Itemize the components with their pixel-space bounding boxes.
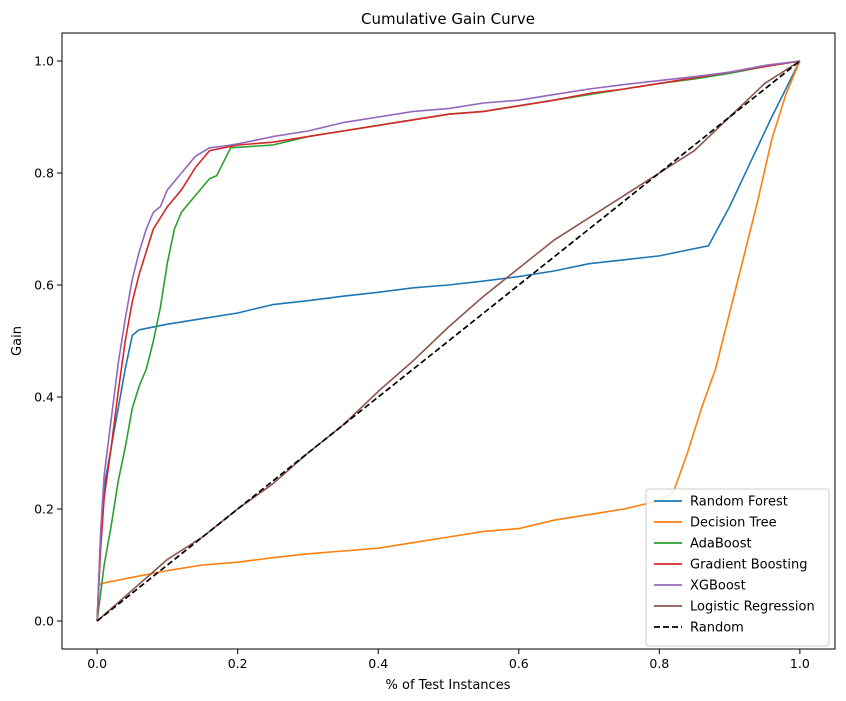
legend-label: Random (690, 621, 744, 636)
x-tick-label: 0.6 (509, 656, 529, 671)
x-tick-label: 0.8 (649, 656, 669, 671)
legend-label: AdaBoost (690, 537, 752, 552)
series-line-0 (96, 60, 801, 622)
x-axis: 0.0 0.2 0.4 0.6 0.8 1.0 (87, 649, 810, 671)
legend-label: XGBoost (690, 579, 746, 594)
series-line-6 (96, 60, 801, 622)
x-tick-label: 0.2 (228, 656, 248, 671)
plot-frame (61, 32, 836, 650)
y-tick-label: 0.8 (34, 166, 54, 181)
y-tick-label: 1.0 (34, 54, 54, 69)
x-tick-label: 0.4 (368, 656, 388, 671)
legend-label: Logistic Regression (690, 600, 815, 615)
y-tick-label: 0.0 (34, 614, 54, 629)
x-tick-label: 1.0 (790, 656, 810, 671)
legend: Random Forest Decision Tree AdaBoost Gradie… (645, 488, 830, 647)
legend-label: Decision Tree (690, 516, 777, 531)
x-axis-label: % of Test Instances (386, 678, 511, 693)
y-tick-label: 0.4 (34, 390, 54, 405)
y-tick-label: 0.2 (34, 502, 54, 517)
legend-label: Gradient Boosting (690, 558, 808, 573)
plot-lines (96, 60, 801, 622)
series-line-1 (96, 60, 801, 622)
y-axis: 0.0 0.2 0.4 0.6 0.8 1.0 (34, 54, 62, 629)
x-tick-label: 0.0 (87, 656, 107, 671)
legend-label: Random Forest (690, 495, 788, 510)
legend-box (645, 488, 830, 647)
chart-title: Cumulative Gain Curve (361, 10, 535, 28)
y-tick-label: 0.6 (34, 278, 54, 293)
series-line-3 (96, 60, 800, 622)
series-line-4 (96, 60, 800, 622)
y-axis-label: Gain (10, 326, 25, 356)
